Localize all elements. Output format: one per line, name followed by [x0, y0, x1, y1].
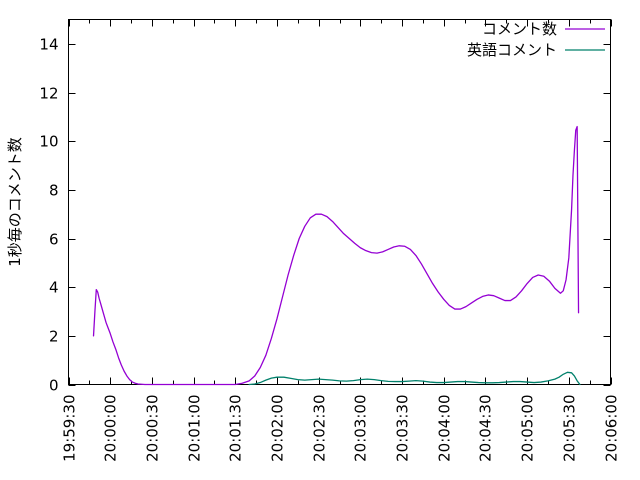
x-tick-label: 20:03:30: [394, 395, 412, 462]
y-tick-label: 10: [39, 133, 58, 151]
y-axis-ticks: [68, 44, 611, 386]
x-tick-label: 20:03:00: [352, 395, 370, 462]
x-axis-ticks: [69, 19, 612, 385]
x-tick-label: 20:02:00: [269, 395, 287, 462]
x-tick-label: 20:01:00: [186, 395, 204, 462]
x-axis-minor-ticks: [89, 19, 591, 385]
x-tick-label: 20:04:30: [477, 395, 495, 462]
series-line-1: [92, 125, 580, 386]
x-tick-label: 20:00:00: [102, 395, 120, 462]
x-tick-label: 20:05:30: [561, 395, 579, 462]
x-tick-label: 20:02:30: [311, 395, 329, 462]
y-tick-label: 8: [49, 182, 59, 200]
y-axis-tick-labels: 0 2 4 6 8 10 12 14: [39, 36, 58, 395]
series-line-2: [248, 371, 581, 386]
y-tick-label: 6: [49, 231, 59, 249]
plot-frame: [68, 19, 611, 385]
x-tick-label: 19:59:30: [61, 395, 79, 462]
x-tick-label: 20:05:00: [519, 395, 537, 462]
legend-label-1: コメント数: [482, 20, 557, 38]
y-axis-title: 1秒毎のコメント数: [6, 137, 24, 267]
y-tick-label: 12: [39, 85, 58, 103]
legend-label-2: 英語コメント: [467, 41, 557, 59]
x-tick-label: 20:01:30: [227, 395, 245, 462]
x-tick-label: 20:00:30: [144, 395, 162, 462]
x-tick-label: 20:06:00: [603, 395, 621, 462]
y-tick-label: 2: [49, 328, 59, 346]
y-tick-label: 4: [49, 279, 59, 297]
y-tick-label: 14: [39, 36, 58, 54]
data-series-group: [92, 125, 581, 386]
x-axis-tick-labels: 19:59:30 20:00:00 20:00:30 20:01:00 20:01:30…: [61, 395, 621, 462]
x-tick-label: 20:04:00: [436, 395, 454, 462]
y-tick-label: 0: [49, 377, 59, 395]
